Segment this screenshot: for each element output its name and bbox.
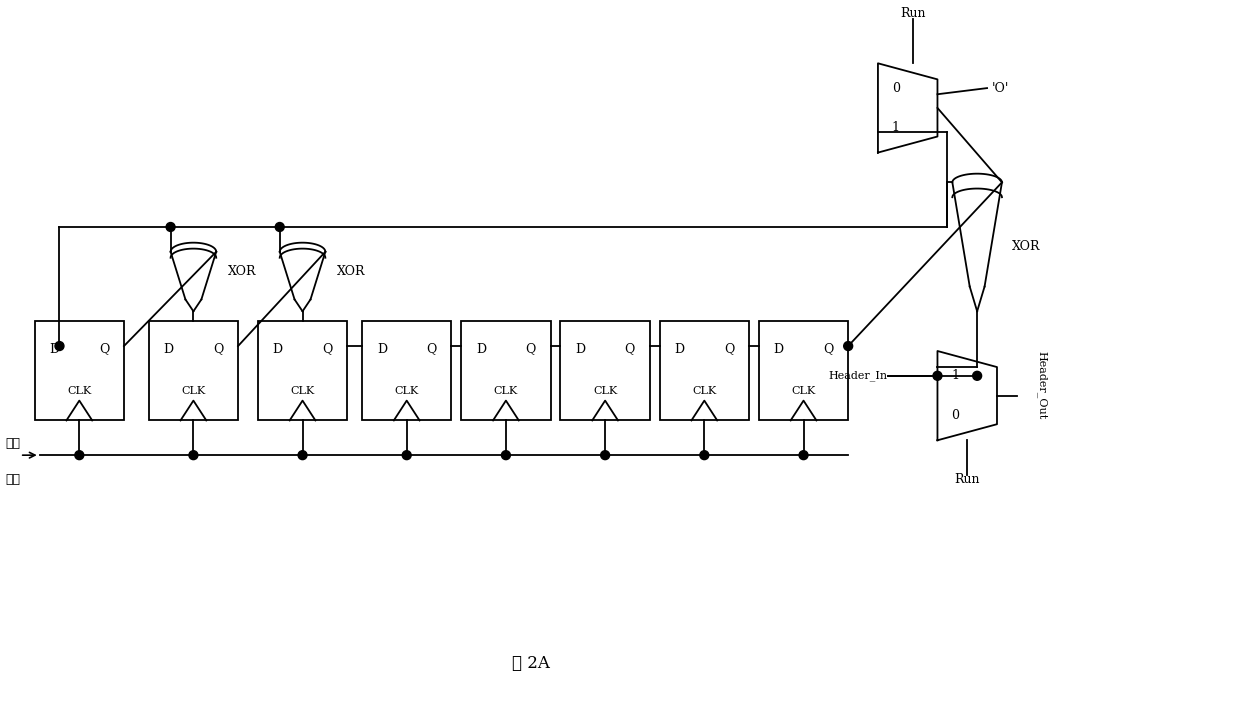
Text: D: D <box>273 343 283 355</box>
Text: CLK: CLK <box>791 386 816 395</box>
Bar <box>759 321 848 421</box>
Bar <box>660 321 749 421</box>
Text: Header_In: Header_In <box>828 370 888 381</box>
Circle shape <box>799 451 808 460</box>
Circle shape <box>972 372 982 380</box>
Text: Run: Run <box>955 473 980 486</box>
Text: CLK: CLK <box>394 386 419 395</box>
Circle shape <box>501 451 511 460</box>
Text: Q: Q <box>724 343 734 355</box>
Bar <box>362 321 451 421</box>
Text: CLK: CLK <box>67 386 92 395</box>
Text: D: D <box>377 343 387 355</box>
Text: Run: Run <box>900 7 925 20</box>
Text: 同步: 同步 <box>5 437 20 450</box>
Text: D: D <box>50 343 60 355</box>
Text: XOR: XOR <box>337 265 366 278</box>
Text: Q: Q <box>213 343 223 355</box>
Circle shape <box>55 341 64 350</box>
Circle shape <box>275 222 284 231</box>
Text: Q: Q <box>99 343 109 355</box>
Circle shape <box>843 341 853 350</box>
Bar <box>149 321 238 421</box>
Bar <box>461 321 551 421</box>
Circle shape <box>600 451 610 460</box>
Text: CLK: CLK <box>494 386 518 395</box>
Text: Q: Q <box>526 343 536 355</box>
Text: Q: Q <box>823 343 833 355</box>
Text: 1: 1 <box>892 121 900 135</box>
Text: 脉冲: 脉冲 <box>5 473 20 486</box>
Text: Header_Out: Header_Out <box>1037 351 1047 419</box>
Circle shape <box>699 451 709 460</box>
Text: D: D <box>774 343 784 355</box>
Text: CLK: CLK <box>181 386 206 395</box>
Text: D: D <box>476 343 486 355</box>
Text: 0: 0 <box>951 409 960 422</box>
Circle shape <box>74 451 84 460</box>
Circle shape <box>166 222 175 231</box>
Bar <box>35 321 124 421</box>
Bar <box>258 321 347 421</box>
Circle shape <box>932 372 942 380</box>
Bar <box>560 321 650 421</box>
Text: CLK: CLK <box>290 386 315 395</box>
Text: XOR: XOR <box>1012 240 1040 253</box>
Circle shape <box>402 451 412 460</box>
Text: Q: Q <box>625 343 635 355</box>
Circle shape <box>188 451 198 460</box>
Text: 0: 0 <box>892 81 900 95</box>
Text: 图 2A: 图 2A <box>512 655 549 672</box>
Text: D: D <box>675 343 684 355</box>
Text: D: D <box>164 343 174 355</box>
Text: Q: Q <box>322 343 332 355</box>
Text: 1: 1 <box>951 369 960 382</box>
Text: 'O': 'O' <box>992 81 1009 95</box>
Text: D: D <box>575 343 585 355</box>
Circle shape <box>298 451 308 460</box>
Text: Q: Q <box>427 343 436 355</box>
Text: CLK: CLK <box>692 386 717 395</box>
Text: CLK: CLK <box>593 386 618 395</box>
Text: XOR: XOR <box>228 265 257 278</box>
